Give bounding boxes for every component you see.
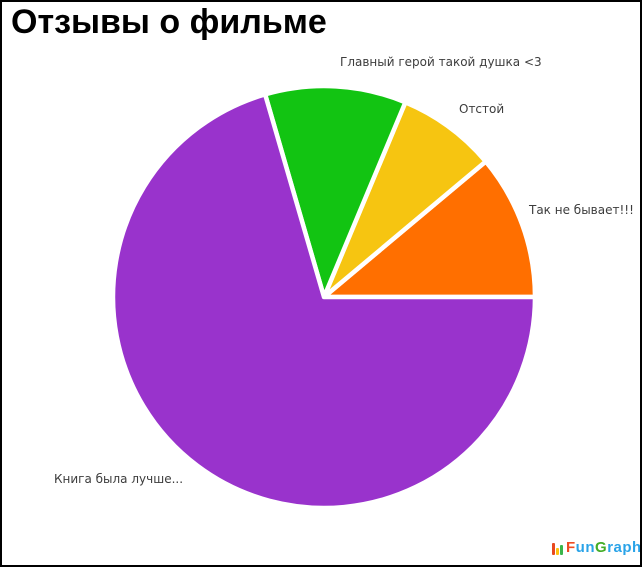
fungraph-logo-letter: r: [607, 539, 614, 556]
pie-slice-tak-ne-byvaet: [321, 159, 538, 300]
bar-chart-icon: [552, 543, 563, 557]
fungraph-logo-letter: h: [632, 539, 642, 556]
slice-label-tak-ne-byvaet: Так не бывает!!!: [529, 203, 634, 217]
fungraph-logo-letter: a: [613, 539, 623, 556]
bar-chart-icon-bar: [552, 543, 555, 555]
slice-label-kniga: Книга была лучше...: [54, 472, 184, 486]
bar-chart-icon-bar: [556, 548, 559, 555]
fungraph-logo-letter: u: [575, 539, 586, 556]
bar-chart-icon-bar: [560, 545, 563, 555]
fungraph-logo-letter: G: [595, 539, 608, 556]
pie-slice-dushka: [262, 83, 408, 300]
fungraph-logo-letter: p: [622, 539, 633, 556]
fungraph-logo-letter: n: [585, 539, 596, 556]
slice-label-otstoy: Отстой: [459, 102, 505, 116]
chart-title: Отзывы о фильме: [11, 3, 327, 41]
fungraph-watermark: FunGraph: [552, 539, 642, 557]
slice-label-dushka: Главный герой такой душка <3: [340, 55, 542, 69]
pie-slice-kniga: [110, 92, 538, 511]
fungraph-logo-text: FunGraph: [566, 539, 642, 557]
fungraph-logo-letter: F: [566, 539, 576, 556]
